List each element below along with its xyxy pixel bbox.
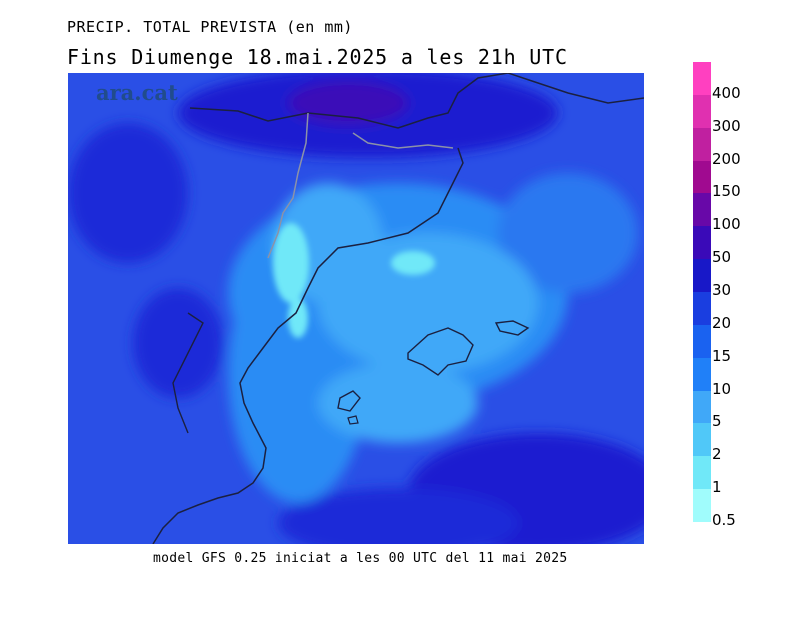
legend-swatch bbox=[693, 357, 711, 392]
legend-swatch bbox=[693, 423, 711, 457]
legend-label: 150 bbox=[712, 182, 741, 201]
precip-min-2 bbox=[288, 298, 308, 338]
legend-swatch bbox=[693, 292, 711, 326]
precip-core-north bbox=[288, 81, 408, 125]
legend-swatch bbox=[693, 390, 711, 424]
precip-min-1 bbox=[273, 223, 309, 303]
legend-label: 5 bbox=[712, 412, 722, 431]
precipitation-map bbox=[68, 73, 644, 544]
legend-swatch bbox=[693, 226, 711, 260]
legend-label: 1 bbox=[712, 478, 722, 497]
precip-area-south bbox=[278, 488, 518, 544]
island-menorca bbox=[494, 320, 530, 336]
legend-swatch bbox=[693, 127, 711, 162]
legend-swatch bbox=[693, 94, 711, 129]
color-legend bbox=[693, 62, 711, 523]
legend-label: 20 bbox=[712, 313, 732, 332]
border-inland bbox=[172, 312, 204, 434]
precip-area-west bbox=[133, 288, 223, 398]
legend-label: 100 bbox=[712, 215, 741, 234]
border-catalonia bbox=[352, 132, 454, 149]
border-france-spain bbox=[267, 112, 309, 259]
legend-label: 300 bbox=[712, 116, 741, 135]
watermark-logo: ara.cat bbox=[96, 80, 178, 105]
legend-label: 50 bbox=[712, 248, 732, 267]
legend-label: 400 bbox=[712, 83, 741, 102]
legend-swatch bbox=[693, 324, 711, 359]
legend-swatch bbox=[693, 456, 711, 490]
legend-swatch bbox=[693, 259, 711, 293]
island-ibiza bbox=[337, 390, 361, 412]
legend-swatch bbox=[693, 160, 711, 194]
island-mallorca bbox=[407, 327, 474, 376]
legend-label: 2 bbox=[712, 445, 722, 464]
legend-label: 10 bbox=[712, 379, 732, 398]
island-formentera bbox=[347, 415, 359, 425]
legend-label: 0.5 bbox=[712, 511, 736, 529]
chart-title-line1: PRECIP. TOTAL PREVISTA (en mm) bbox=[67, 18, 353, 36]
precip-light-south bbox=[318, 363, 478, 443]
precip-band-east bbox=[498, 173, 638, 293]
coastline bbox=[152, 73, 644, 544]
precip-min-3 bbox=[391, 251, 435, 275]
precip-area-northwest bbox=[68, 123, 188, 263]
legend-label: 15 bbox=[712, 346, 732, 365]
legend-swatch bbox=[693, 489, 711, 523]
legend-label: 30 bbox=[712, 281, 732, 299]
legend-label: 200 bbox=[712, 149, 741, 168]
legend-swatch bbox=[693, 62, 711, 96]
model-run-caption: model GFS 0.25 iniciat a les 00 UTC del … bbox=[153, 551, 568, 566]
legend-swatch bbox=[693, 193, 711, 227]
chart-title-line2: Fins Diumenge 18.mai.2025 a les 21h UTC bbox=[67, 45, 568, 69]
